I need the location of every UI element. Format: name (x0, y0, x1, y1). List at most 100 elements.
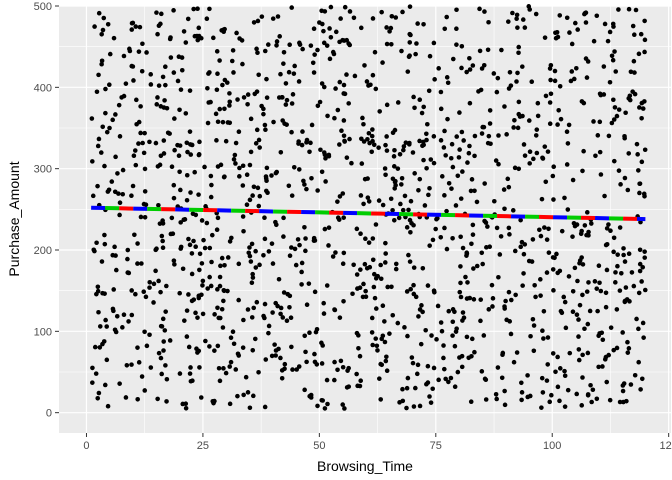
data-point (181, 29, 187, 34)
data-point (614, 113, 620, 119)
data-point (159, 11, 164, 17)
data-point (533, 11, 539, 17)
data-point (427, 243, 432, 248)
data-point (450, 56, 456, 62)
data-point (171, 70, 177, 75)
data-point (342, 139, 348, 144)
data-point (400, 386, 405, 392)
data-point (609, 120, 615, 126)
y-tick-label: 200 (34, 245, 52, 257)
data-point (540, 328, 545, 333)
data-point (520, 64, 525, 69)
data-point (300, 46, 305, 52)
data-point (414, 371, 420, 377)
data-point (207, 344, 212, 349)
data-point (142, 166, 148, 172)
data-point (637, 268, 643, 274)
data-point (351, 262, 356, 268)
data-point (550, 267, 556, 272)
data-point (225, 288, 230, 294)
data-point (248, 116, 254, 122)
data-point (410, 150, 416, 155)
data-point (383, 251, 388, 256)
data-point (454, 26, 459, 32)
data-point (319, 397, 325, 403)
data-point (315, 47, 320, 53)
data-point (156, 202, 161, 208)
data-point (425, 283, 431, 288)
data-point (153, 247, 158, 253)
data-point (167, 131, 172, 136)
data-point (321, 28, 326, 34)
data-point (456, 155, 462, 160)
data-point (94, 240, 99, 246)
data-point (510, 208, 516, 213)
data-point (411, 282, 416, 288)
data-point (424, 137, 429, 143)
data-point (289, 245, 294, 250)
data-point (431, 134, 437, 139)
data-point (412, 171, 417, 176)
data-point (542, 35, 548, 40)
data-point (383, 358, 389, 364)
data-point (114, 313, 120, 319)
data-point (576, 357, 582, 363)
data-point (502, 206, 507, 212)
data-point (164, 376, 170, 382)
data-point (159, 371, 165, 377)
data-point (543, 93, 549, 99)
data-point (255, 185, 261, 191)
data-point (183, 401, 189, 407)
data-point (469, 177, 475, 182)
data-point (287, 42, 292, 48)
data-point (373, 306, 379, 311)
data-point (369, 315, 375, 321)
data-point (261, 253, 266, 258)
data-point (502, 388, 507, 394)
data-point (209, 182, 214, 188)
data-point (221, 366, 226, 371)
data-point (333, 86, 338, 91)
data-point (154, 10, 159, 15)
data-point (494, 89, 500, 95)
data-point (307, 149, 312, 155)
data-point (332, 307, 338, 313)
data-point (99, 259, 105, 264)
data-point (444, 75, 450, 80)
data-point (299, 142, 305, 148)
y-tick-label: 100 (34, 326, 52, 338)
data-point (222, 106, 227, 112)
data-point (485, 47, 491, 53)
data-point (384, 368, 390, 374)
data-point (458, 234, 463, 240)
data-point (591, 119, 596, 124)
data-point (214, 227, 220, 232)
data-point (638, 387, 643, 392)
data-point (235, 97, 240, 102)
data-point (409, 355, 415, 360)
data-point (312, 289, 318, 295)
data-point (197, 267, 202, 273)
data-point (640, 264, 646, 270)
data-point (266, 323, 272, 329)
data-point (441, 355, 446, 361)
data-point (458, 294, 464, 300)
data-point (622, 135, 627, 141)
data-point (212, 312, 217, 317)
data-point (215, 71, 220, 76)
data-point (584, 232, 589, 238)
data-point (105, 403, 111, 409)
data-point (640, 106, 646, 111)
data-point (183, 111, 189, 116)
data-point (103, 317, 108, 323)
data-point (241, 317, 246, 323)
data-point (565, 207, 571, 212)
data-point (574, 391, 580, 397)
data-point (427, 53, 433, 59)
data-point (582, 11, 587, 17)
data-point (579, 228, 584, 234)
data-point (594, 396, 600, 402)
data-point (355, 383, 360, 389)
data-point (642, 255, 648, 260)
data-point (160, 238, 165, 244)
